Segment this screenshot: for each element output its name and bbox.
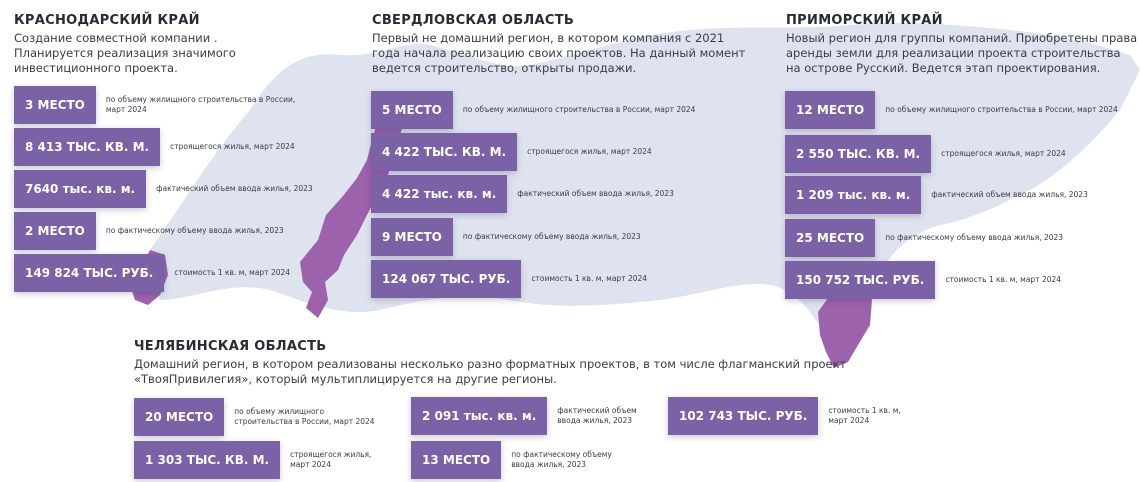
stat-badge: 20 МЕСТО xyxy=(134,398,225,436)
stat-note: фактический объем ввода жилья, 2023 xyxy=(931,190,1088,199)
region-primorsky-shape xyxy=(818,280,872,368)
region-title: ПРИМОРСКИЙ КРАЙ xyxy=(786,13,943,28)
stat-badge: 5 МЕСТО xyxy=(371,91,453,129)
region-krasnodar: КРАСНОДАРСКИЙ КРАЙ Создание совместной к… xyxy=(14,13,264,76)
stat-badge: 7640 тыс. кв. м. xyxy=(14,170,147,208)
stat-row: 8 413 ТЫС. КВ. М. строящегося жилья, мар… xyxy=(14,128,295,166)
stat-row: 102 743 ТЫС. РУБ. стоимость 1 кв. м, март… xyxy=(668,397,901,435)
stat-badge: 13 МЕСТО xyxy=(411,441,502,479)
region-description: Новый регион для группы компаний. Приобр… xyxy=(786,31,1138,75)
stat-note: фактический объем ввода жилья, 2023 xyxy=(156,184,313,193)
stat-note: строящегося жилья, март 2024 xyxy=(290,450,372,469)
stat-note: строящегося жилья, март 2024 xyxy=(527,147,652,156)
stat-row: 1 303 ТЫС. КВ. М. строящегося жилья, март… xyxy=(134,441,371,479)
region-sverdlovsk: СВЕРДЛОВСКАЯ ОБЛАСТЬ Первый не домашний … xyxy=(372,13,752,76)
stat-badge: 2 550 ТЫС. КВ. М. xyxy=(785,135,932,173)
stat-note: строящегося жилья, март 2024 xyxy=(170,142,295,151)
stat-note: по объему жилищного строительства в Росси… xyxy=(234,407,375,426)
stat-note: по объему жилищного строительства в Росс… xyxy=(105,95,296,114)
stat-row: 4 422 тыс. кв. м. фактический объем ввод… xyxy=(371,175,674,213)
stat-row: 2 550 ТЫС. КВ. М. строящегося жилья, мар… xyxy=(785,135,1066,173)
stat-row: 20 МЕСТО по объему жилищного строительств… xyxy=(134,398,375,436)
stat-badge: 25 МЕСТО xyxy=(785,219,876,257)
stat-note: строящегося жилья, март 2024 xyxy=(941,149,1066,158)
stat-badge: 124 067 ТЫС. РУБ. xyxy=(371,260,522,298)
stat-note: по фактическому объему ввода жилья, 2023 xyxy=(462,232,641,241)
stat-badge: 2 МЕСТО xyxy=(14,212,96,250)
stat-row: 150 752 ТЫС. РУБ. стоимость 1 кв. м, мар… xyxy=(785,261,1061,299)
stat-note: стоимость 1 кв. м, март 2024 xyxy=(531,274,648,283)
stat-row: 5 МЕСТО по объему жилищного строительств… xyxy=(371,91,695,129)
stat-row: 7640 тыс. кв. м. фактический объем ввода… xyxy=(14,170,313,208)
stat-note: фактический объем ввода жилья, 2023 xyxy=(517,189,674,198)
region-title: ЧЕЛЯБИНСКАЯ ОБЛАСТЬ xyxy=(134,339,327,354)
stat-note: стоимость 1 кв. м, март 2024 xyxy=(945,275,1062,284)
stat-row: 12 МЕСТО по объему жилищного строительст… xyxy=(785,91,1118,129)
stat-badge: 4 422 тыс. кв. м. xyxy=(371,175,508,213)
stat-row: 124 067 ТЫС. РУБ. стоимость 1 кв. м, мар… xyxy=(371,260,647,298)
stat-badge: 9 МЕСТО xyxy=(371,218,453,256)
region-description: Домашний регион, в котором реализованы н… xyxy=(134,357,847,386)
region-title: СВЕРДЛОВСКАЯ ОБЛАСТЬ xyxy=(372,13,575,28)
stat-badge: 102 743 ТЫС. РУБ. xyxy=(668,397,819,435)
stat-badge: 12 МЕСТО xyxy=(785,91,876,129)
stat-note: по фактическому объему ввода жилья, 2023 xyxy=(511,450,612,469)
stat-row: 25 МЕСТО по фактическому объему ввода жи… xyxy=(785,219,1063,257)
region-primorsky: ПРИМОРСКИЙ КРАЙ Новый регион для группы … xyxy=(786,13,1141,76)
stat-row: 2 091 тыс. кв. м. фактический объем ввода… xyxy=(411,397,637,435)
stat-row: 13 МЕСТО по фактическому объему ввода жил… xyxy=(411,441,612,479)
stat-badge: 1 209 тыс. кв. м. xyxy=(785,176,922,214)
stat-badge: 1 303 ТЫС. КВ. М. xyxy=(134,441,281,479)
stat-note: фактический объем ввода жилья, 2023 xyxy=(557,406,637,425)
stat-row: 4 422 ТЫС. КВ. М. строящегося жилья, мар… xyxy=(371,133,652,171)
stat-badge: 4 422 ТЫС. КВ. М. xyxy=(371,133,518,171)
stat-note: стоимость 1 кв. м, март 2024 xyxy=(174,268,291,277)
stat-note: стоимость 1 кв. м, март 2024 xyxy=(828,406,901,425)
stat-row: 3 МЕСТО по объему жилищного строительств… xyxy=(14,86,295,124)
stat-note: по объему жилищного строительства в Росс… xyxy=(885,105,1118,114)
stat-note: по объему жилищного строительства в Росс… xyxy=(462,105,696,114)
stat-row: 1 209 тыс. кв. м. фактический объем ввод… xyxy=(785,176,1088,214)
stat-note: по фактическому объему ввода жилья, 2023 xyxy=(885,233,1064,242)
region-description: Создание совместной компании . Планирует… xyxy=(14,31,236,75)
stat-badge: 2 091 тыс. кв. м. xyxy=(411,397,548,435)
stat-row: 2 МЕСТО по фактическому объему ввода жил… xyxy=(14,212,284,250)
region-chelyabinsk: ЧЕЛЯБИНСКАЯ ОБЛАСТЬ Домашний регион, в к… xyxy=(134,339,894,387)
stat-note: по фактическому объему ввода жилья, 2023 xyxy=(105,226,284,235)
stat-badge: 8 413 ТЫС. КВ. М. xyxy=(14,128,161,166)
stat-row: 149 824 ТЫС. РУБ. стоимость 1 кв. м, мар… xyxy=(14,254,290,292)
stat-row: 9 МЕСТО по фактическому объему ввода жил… xyxy=(371,218,641,256)
region-description: Первый не домашний регион, в котором ком… xyxy=(372,31,746,75)
stat-badge: 149 824 ТЫС. РУБ. xyxy=(14,254,165,292)
region-title: КРАСНОДАРСКИЙ КРАЙ xyxy=(14,13,200,28)
stat-badge: 150 752 ТЫС. РУБ. xyxy=(785,261,936,299)
stat-badge: 3 МЕСТО xyxy=(14,86,96,124)
